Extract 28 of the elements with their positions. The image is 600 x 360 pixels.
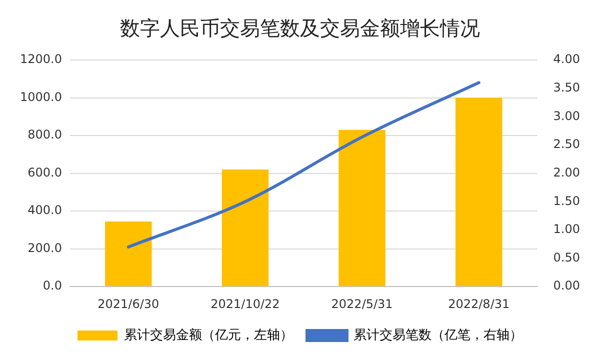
y2-tick-label: 3.00 <box>553 108 580 123</box>
x-tick-label: 2021/10/22 <box>210 296 280 311</box>
legend-label: 累计交易金额（亿元，左轴） <box>124 326 293 343</box>
bar <box>105 221 152 286</box>
y-tick-label: 800.0 <box>28 128 62 142</box>
y2-tick-label: 0.00 <box>553 278 580 293</box>
x-tick-label: 2022/8/31 <box>448 296 510 311</box>
y-tick-label: 0.0 <box>42 278 62 293</box>
y2-tick-label: 4.00 <box>553 52 580 66</box>
y2-tick-label: 3.50 <box>553 80 580 94</box>
y-tick-label: 600.0 <box>28 165 62 180</box>
y2-tick-label: 2.00 <box>553 165 580 180</box>
x-tick-label: 2022/5/31 <box>331 296 393 311</box>
y-tick-label: 400.0 <box>28 203 62 218</box>
bar <box>338 130 386 286</box>
x-tick-label: 2021/6/30 <box>98 296 160 311</box>
line-series <box>126 81 480 248</box>
bar <box>222 170 269 286</box>
y2-tick-label: 2.50 <box>553 137 580 152</box>
chart-title: 数字人民币交易笔数及交易金额增长情况 <box>120 16 480 40</box>
y2-tick-label: 0.50 <box>553 250 580 264</box>
bar <box>456 98 502 286</box>
legend-label: 累计交易笔数（亿笔，右轴） <box>354 326 522 343</box>
y-tick-label: 1000.0 <box>20 90 62 104</box>
y-tick-label: 1200.0 <box>20 52 62 66</box>
y-tick-label: 200.0 <box>28 240 62 255</box>
y2-tick-label: 1.50 <box>553 194 580 208</box>
y2-tick-label: 1.00 <box>553 222 580 236</box>
